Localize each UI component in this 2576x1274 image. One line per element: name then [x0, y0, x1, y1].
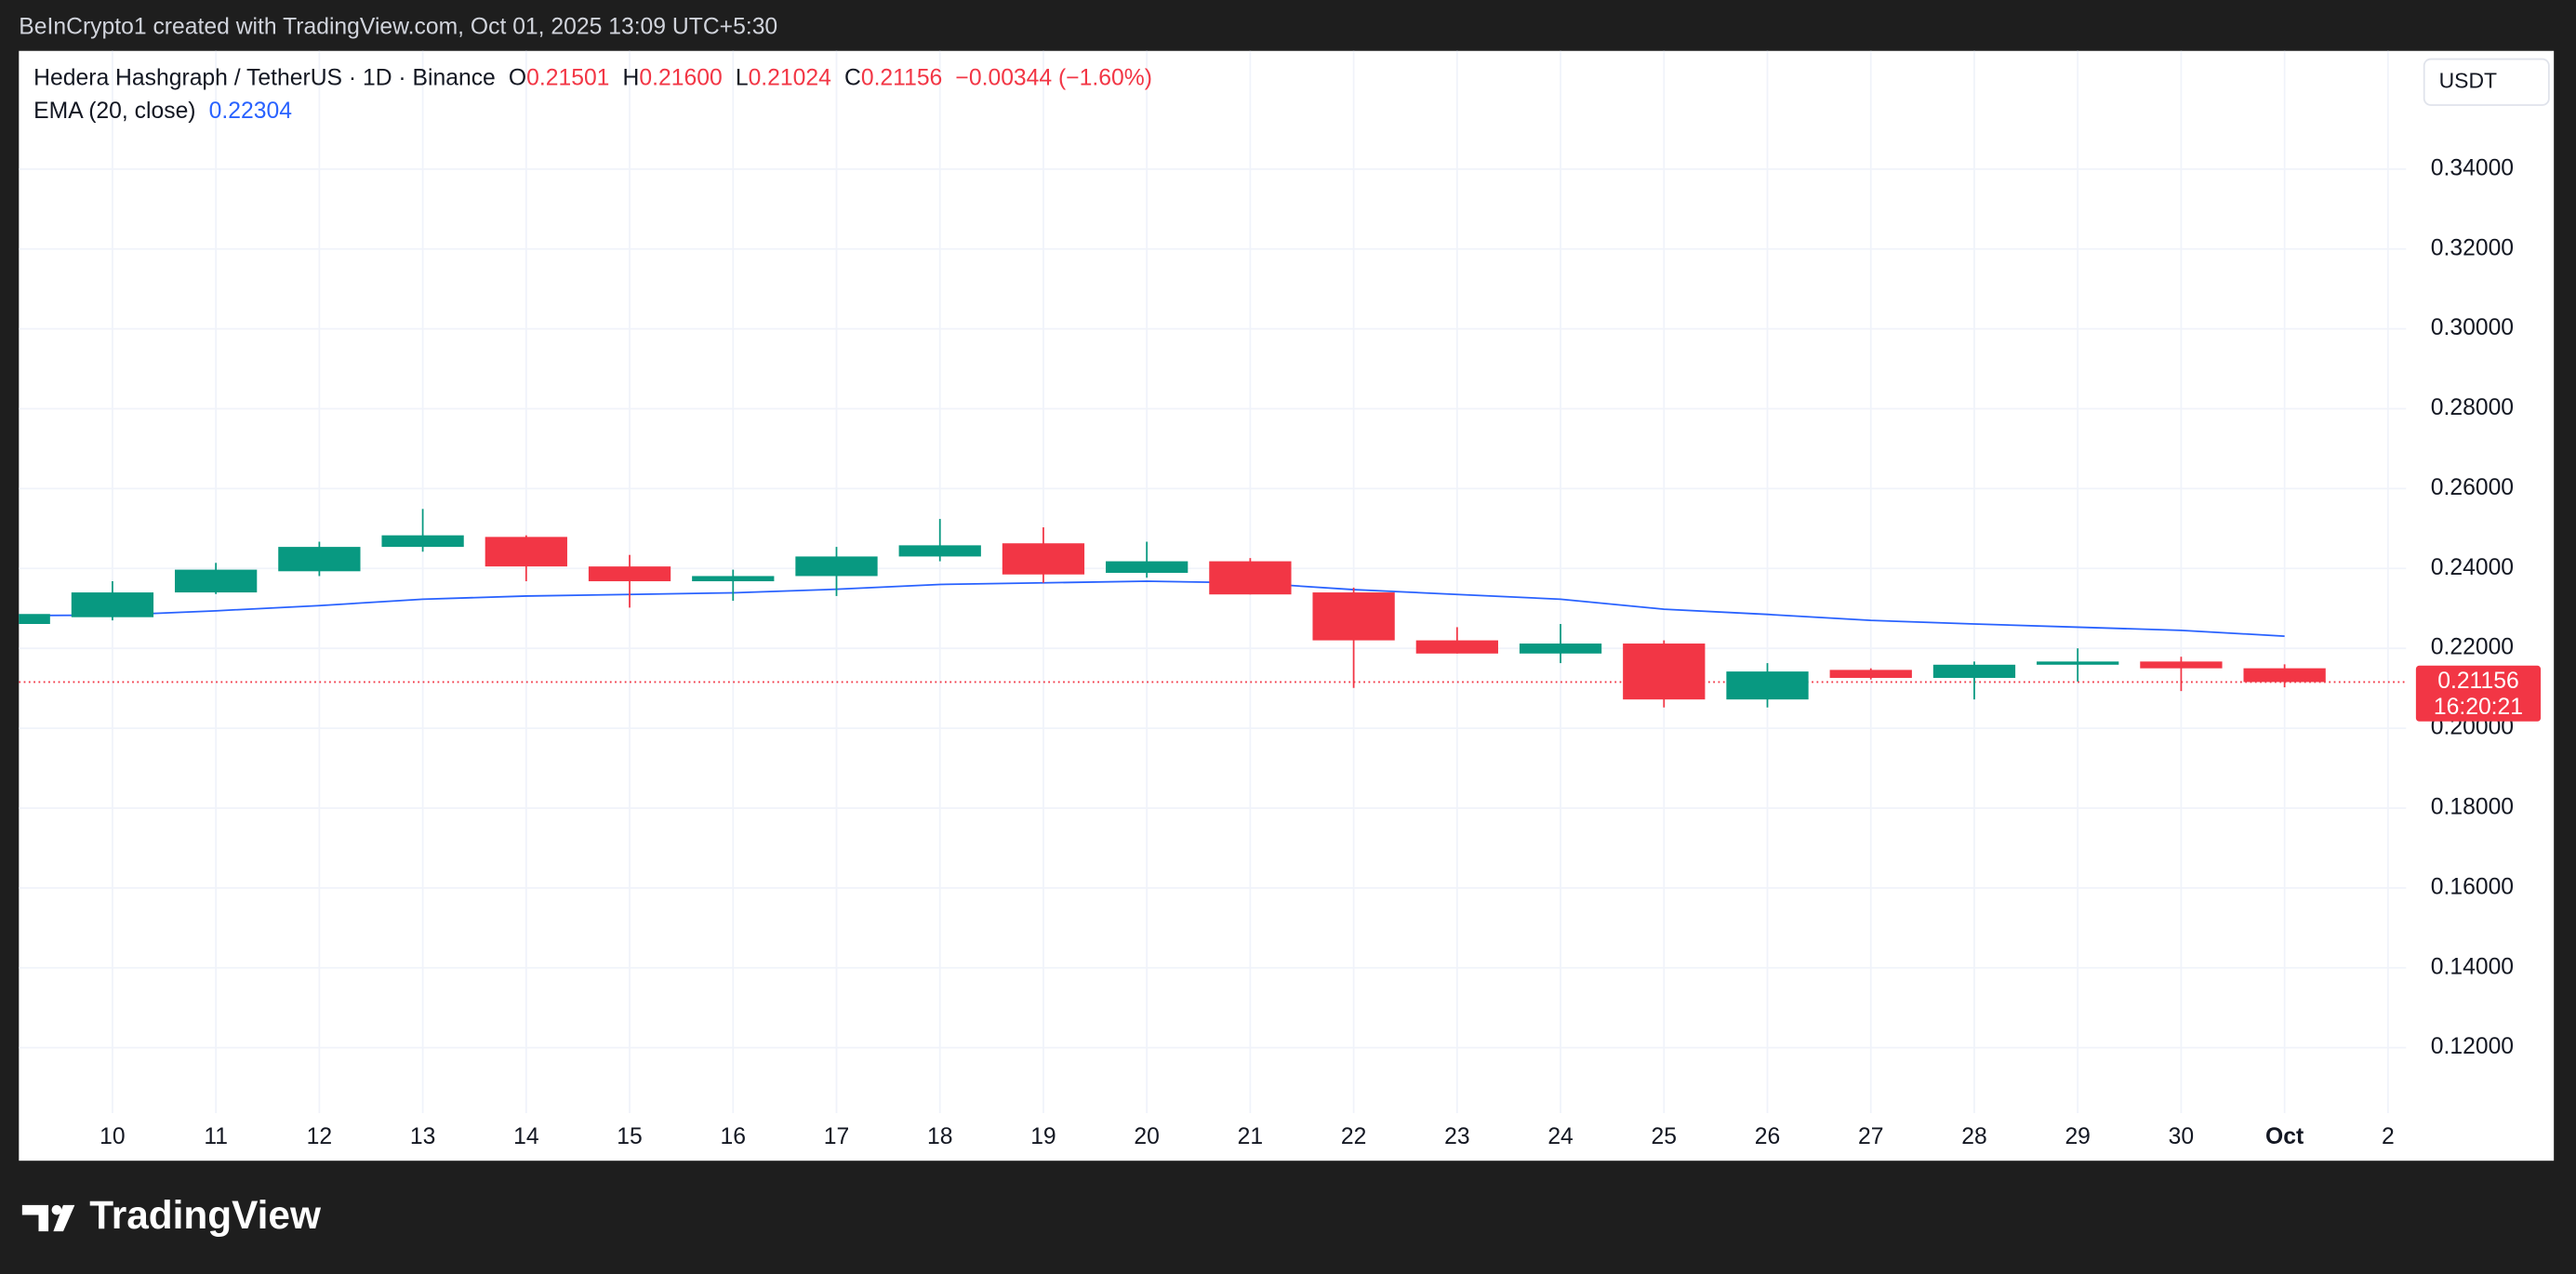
x-tick-label: 22 — [1341, 1124, 1366, 1149]
ema-legend: EMA (20, close) 0.22304 — [33, 99, 292, 124]
legend-title: Hedera Hashgraph / TetherUS · 1D · Binan… — [33, 65, 496, 90]
candle-body — [1312, 592, 1395, 641]
y-tick-label: 0.12000 — [2431, 1034, 2514, 1059]
ema-value: 0.22304 — [209, 99, 293, 124]
candle-body — [1932, 664, 2016, 678]
ema-line — [19, 580, 2285, 638]
legend: Hedera Hashgraph / TetherUS · 1D · Binan… — [33, 65, 1152, 90]
y-tick-label: 0.30000 — [2431, 315, 2514, 340]
countdown: 16:20:21 — [2434, 695, 2523, 720]
plot-background — [19, 50, 2555, 1161]
currency-button[interactable] — [2423, 58, 2550, 106]
candle-body — [1829, 670, 1912, 678]
legend-change: −0.00344 (−1.60%) — [955, 65, 1152, 90]
x-tick-label: 25 — [1652, 1124, 1677, 1149]
x-tick-label: 13 — [410, 1124, 435, 1149]
y-tick-label: 0.22000 — [2431, 635, 2514, 660]
x-tick-label: 21 — [1238, 1124, 1263, 1149]
candle-body — [1106, 561, 1188, 574]
x-tick-label: 2 — [2382, 1124, 2395, 1149]
candle-body — [175, 569, 258, 593]
candle-body — [2140, 661, 2223, 669]
plot — [19, 509, 2407, 708]
legend-value: 0.21600 — [639, 65, 722, 90]
y-tick-label: 0.34000 — [2431, 155, 2514, 180]
x-tick-label: 15 — [617, 1124, 642, 1149]
currency[interactable]: USDT — [2439, 68, 2497, 92]
candle-body — [1002, 543, 1085, 575]
candle-body — [795, 556, 878, 577]
candle-body — [1726, 671, 1809, 700]
y-tick-label: 0.32000 — [2431, 235, 2514, 260]
candle-body — [588, 566, 671, 582]
legend-prefix: H — [623, 65, 640, 90]
x-tick-label: 20 — [1134, 1124, 1159, 1149]
candle-body — [692, 576, 775, 582]
y-tick-label: 0.28000 — [2431, 395, 2514, 420]
legend-value: 0.21024 — [749, 65, 832, 90]
brand: TradingView — [89, 1193, 322, 1237]
legend-prefix: C — [844, 65, 861, 90]
x-tick-label: 11 — [204, 1124, 228, 1149]
brand-logo — [21, 1204, 75, 1232]
ema-name: EMA (20, close) — [33, 99, 195, 124]
candle-body — [898, 545, 981, 557]
x-tick-label: Oct — [2265, 1124, 2304, 1149]
axes: 0.120000.140000.160000.180000.200000.220… — [100, 155, 2542, 1149]
candle-body — [278, 547, 361, 572]
candle-body — [1209, 561, 1292, 595]
x-tick-label: 19 — [1030, 1124, 1056, 1149]
y-tick-label: 0.18000 — [2431, 795, 2514, 820]
y-tick-label: 0.26000 — [2431, 475, 2514, 500]
watermark: BeInCrypto1 created with TradingView.com… — [19, 15, 777, 40]
x-tick-label: 29 — [2065, 1124, 2090, 1149]
x-tick-label: 14 — [513, 1124, 539, 1149]
candle-body — [1415, 640, 1498, 654]
x-tick-label: 27 — [1858, 1124, 1883, 1149]
x-tick-label: 28 — [1961, 1124, 1986, 1149]
candle-body — [2243, 668, 2326, 683]
candle-body — [2037, 661, 2119, 665]
candle-body — [1623, 644, 1706, 700]
candle-body — [71, 592, 154, 617]
x-tick-label: 18 — [927, 1124, 952, 1149]
x-tick-label: 17 — [824, 1124, 849, 1149]
last-price-label: 0.21156 — [2437, 669, 2518, 694]
candle-body — [19, 614, 50, 624]
legend-value: 0.21156 — [861, 65, 942, 90]
x-tick-label: 10 — [100, 1124, 125, 1149]
candle-body — [1519, 644, 1602, 654]
x-tick-label: 26 — [1755, 1124, 1780, 1149]
legend-prefix: L — [736, 65, 749, 90]
x-tick-label: 30 — [2169, 1124, 2194, 1149]
last-price-box — [2415, 665, 2542, 722]
candle-body — [381, 535, 464, 548]
x-tick-label: 16 — [721, 1124, 746, 1149]
legend-value: 0.21501 — [526, 65, 609, 90]
x-tick-label: 23 — [1444, 1124, 1469, 1149]
x-tick-label: 12 — [307, 1124, 332, 1149]
y-tick-label: 0.16000 — [2431, 874, 2514, 899]
y-tick-label: 0.24000 — [2431, 555, 2514, 580]
y-tick-label: 0.14000 — [2431, 954, 2514, 979]
candle-body — [485, 537, 567, 567]
x-tick-label: 24 — [1547, 1124, 1573, 1149]
legend-prefix: O — [509, 65, 526, 90]
